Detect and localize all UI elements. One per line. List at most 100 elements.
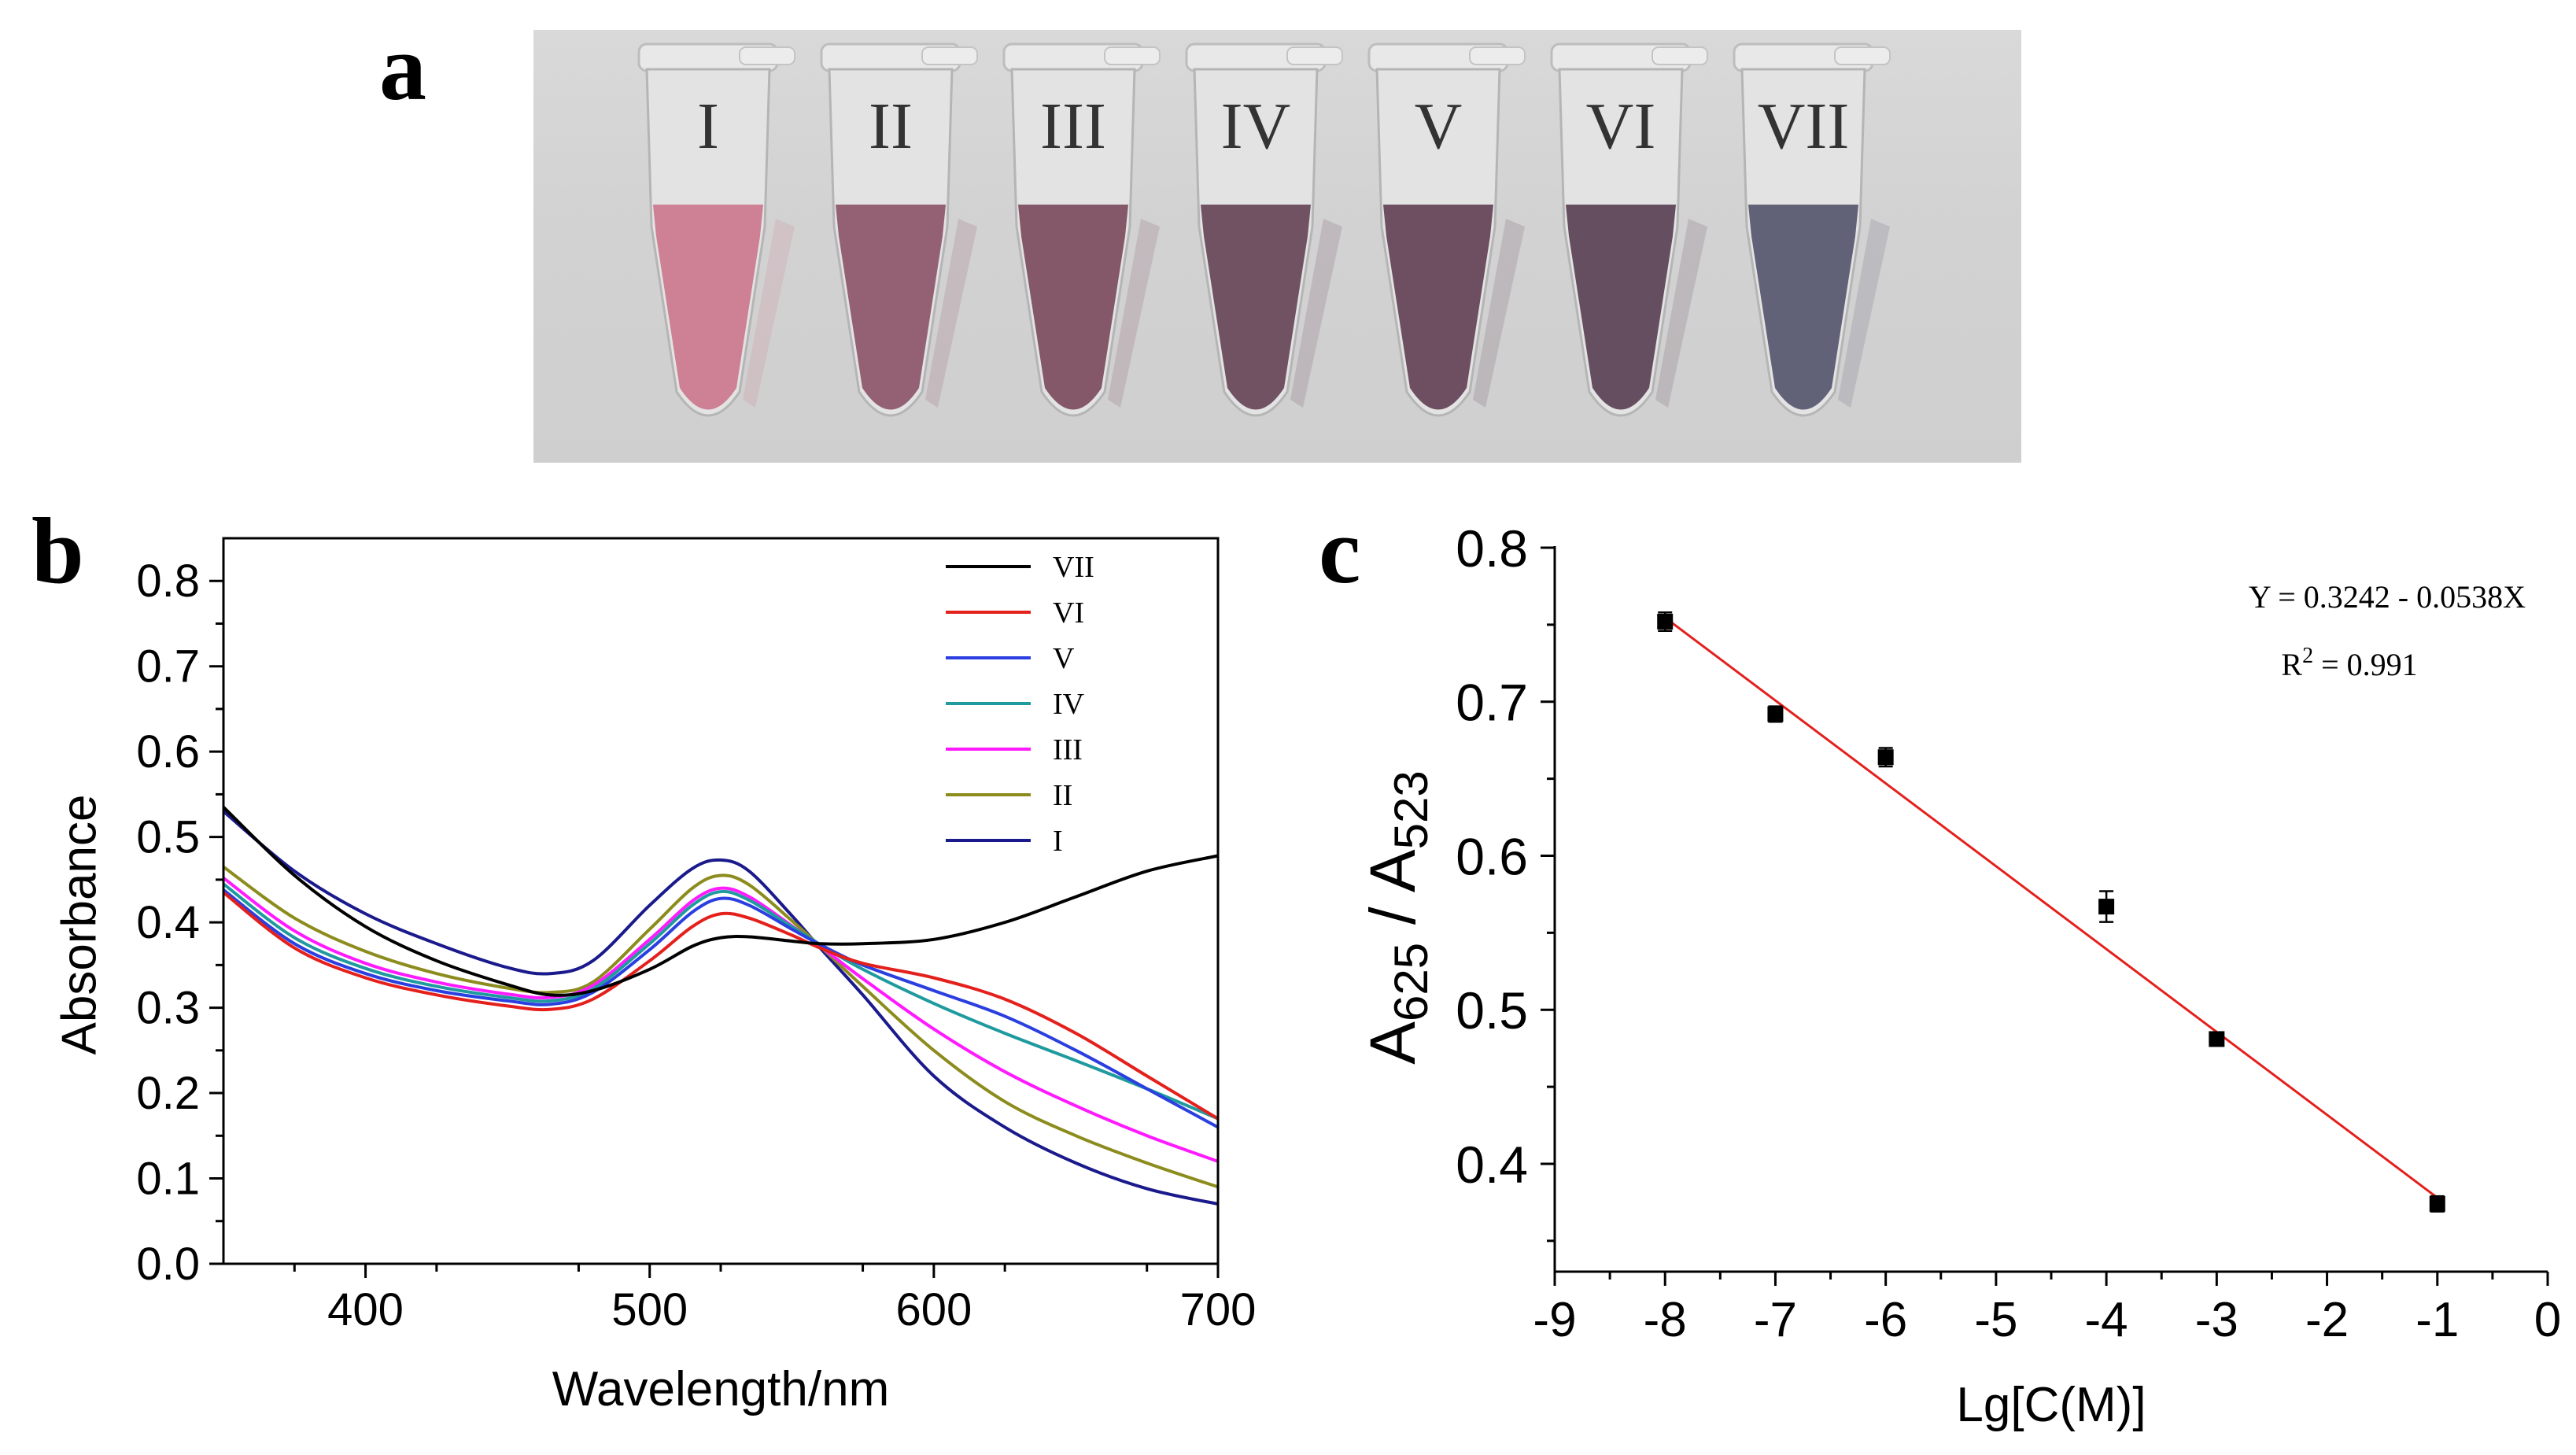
y-tick-label: 0.6 [136, 726, 200, 777]
tube-6: VI [1550, 42, 1708, 417]
data-point [2209, 1031, 2225, 1047]
series-line-I [222, 810, 1219, 1206]
tube-reflection [743, 219, 795, 408]
r2-prefix: R [2281, 647, 2302, 682]
chart-c-y-axis-label: A625 / A523 [1357, 770, 1437, 1064]
tube-4: IV [1185, 42, 1343, 417]
data-point [2098, 899, 2115, 915]
y-label-a1: A [1357, 1021, 1429, 1065]
tube-cap-hinge [739, 46, 795, 65]
tube-label: V [1415, 90, 1463, 163]
y-tick-label: 0.7 [1456, 674, 1528, 732]
chart-c-x-axis-label: Lg[C(M)] [1956, 1378, 2146, 1432]
x-tick-label: 400 [327, 1284, 404, 1335]
y-tick-label: 0.4 [136, 897, 200, 948]
tube-label: VI [1586, 90, 1656, 163]
tube-liquid [653, 205, 763, 410]
series-line-V [222, 888, 1219, 1129]
legend-label-II: II [1053, 779, 1072, 812]
tube-cap-hinge [1652, 46, 1708, 65]
tube-reflection [1655, 219, 1707, 408]
r2-exp: 2 [2302, 644, 2313, 668]
tube-reflection [1473, 219, 1525, 408]
y-label-a2: A [1357, 849, 1429, 892]
y-tick-label: 0.3 [136, 983, 200, 1034]
calibration-chart: 0.4 0.5 0.6 0.7 0.8 -9 -8 -7 -6 -5 -4 -3 -2 -1 0 Lg[C(… [1357, 519, 2561, 1432]
data-point [1657, 613, 1674, 630]
fit-r-squared: R2 = 0.991 [2281, 644, 2417, 682]
legend-label-I: I [1053, 825, 1063, 858]
legend-label-V: V [1053, 642, 1075, 675]
tube-liquid [1748, 205, 1858, 410]
y-tick-label: 0.0 [136, 1239, 200, 1290]
y-tick-label: 0.6 [1456, 827, 1528, 885]
legend-label-IV: IV [1053, 688, 1085, 721]
tube-cap-hinge [1104, 46, 1161, 65]
y-tick-label: 0.1 [136, 1154, 200, 1205]
series-line-III [222, 877, 1219, 1163]
tube-cap-hinge [921, 46, 978, 65]
tube-liquid [1566, 205, 1676, 410]
tube-cap-hinge [1834, 46, 1891, 65]
tube-3: III [1002, 42, 1161, 417]
tube-label: VII [1758, 90, 1850, 163]
x-tick-label: -8 [1644, 1293, 1687, 1347]
x-tick-label: -9 [1533, 1293, 1576, 1347]
legend-label-VII: VII [1053, 551, 1094, 584]
y-tick-label: 0.8 [1456, 519, 1528, 578]
legend-label-III: III [1053, 733, 1083, 766]
chart-b-y-axis-label: Absorbance [53, 795, 107, 1055]
tube-label: II [869, 90, 913, 163]
y-tick-label: 0.5 [136, 812, 200, 863]
x-tick-label: -2 [2305, 1293, 2349, 1347]
y-tick-label: 0.5 [1456, 981, 1528, 1040]
tube-label: IV [1221, 90, 1291, 163]
legend-label-VI: VI [1053, 596, 1084, 630]
x-tick-label: 500 [611, 1284, 688, 1335]
y-label-sub1: 625 [1385, 943, 1437, 1021]
x-tick-label: -5 [1974, 1293, 2017, 1347]
tube-reflection [1108, 219, 1160, 408]
data-point [2429, 1195, 2445, 1212]
y-label-sub2: 523 [1385, 770, 1437, 849]
tube-label: I [697, 90, 719, 163]
series-line-IV [222, 882, 1219, 1121]
tube-label: III [1040, 90, 1106, 163]
tube-5: V [1367, 42, 1526, 417]
tube-photo-svg: I II III IV V VI VII [637, 42, 1891, 417]
data-point [1767, 706, 1784, 722]
x-tick-label: -1 [2415, 1293, 2459, 1347]
x-tick-label: 0 [2534, 1293, 2561, 1347]
x-tick-label: -3 [2195, 1293, 2238, 1347]
panel-b-label: b [31, 498, 84, 603]
tube-liquid [1383, 205, 1493, 410]
panel-c-label: c [1319, 498, 1361, 603]
panel-a-label: a [379, 15, 426, 120]
tube-1: I [637, 42, 795, 417]
series-line-VII [222, 806, 1219, 997]
r2-value: = 0.991 [2313, 647, 2418, 682]
tube-reflection [925, 219, 977, 408]
tube-2: II [820, 42, 978, 417]
tube-liquid [1018, 205, 1128, 410]
x-tick-label: -7 [1754, 1293, 1797, 1347]
tube-liquid [836, 205, 946, 410]
tube-liquid [1201, 205, 1311, 410]
tube-7: VII [1733, 42, 1891, 417]
series-line-II [222, 865, 1219, 1189]
chart-b-x-axis-label: Wavelength/nm [552, 1362, 889, 1416]
y-tick-label: 0.7 [136, 641, 200, 692]
fit-equation: Y = 0.3242 - 0.0538X [2249, 579, 2526, 615]
x-tick-label: -6 [1864, 1293, 1907, 1347]
tube-reflection [1838, 219, 1890, 408]
y-label-sep: / [1357, 892, 1429, 943]
data-point [1877, 749, 1894, 766]
series-line-VI [222, 891, 1220, 1121]
tube-cap-hinge [1469, 46, 1526, 65]
tube-reflection [1290, 219, 1342, 408]
fit-line [1664, 616, 2438, 1199]
y-tick-label: 0.4 [1456, 1136, 1528, 1194]
tube-cap-hinge [1286, 46, 1343, 65]
